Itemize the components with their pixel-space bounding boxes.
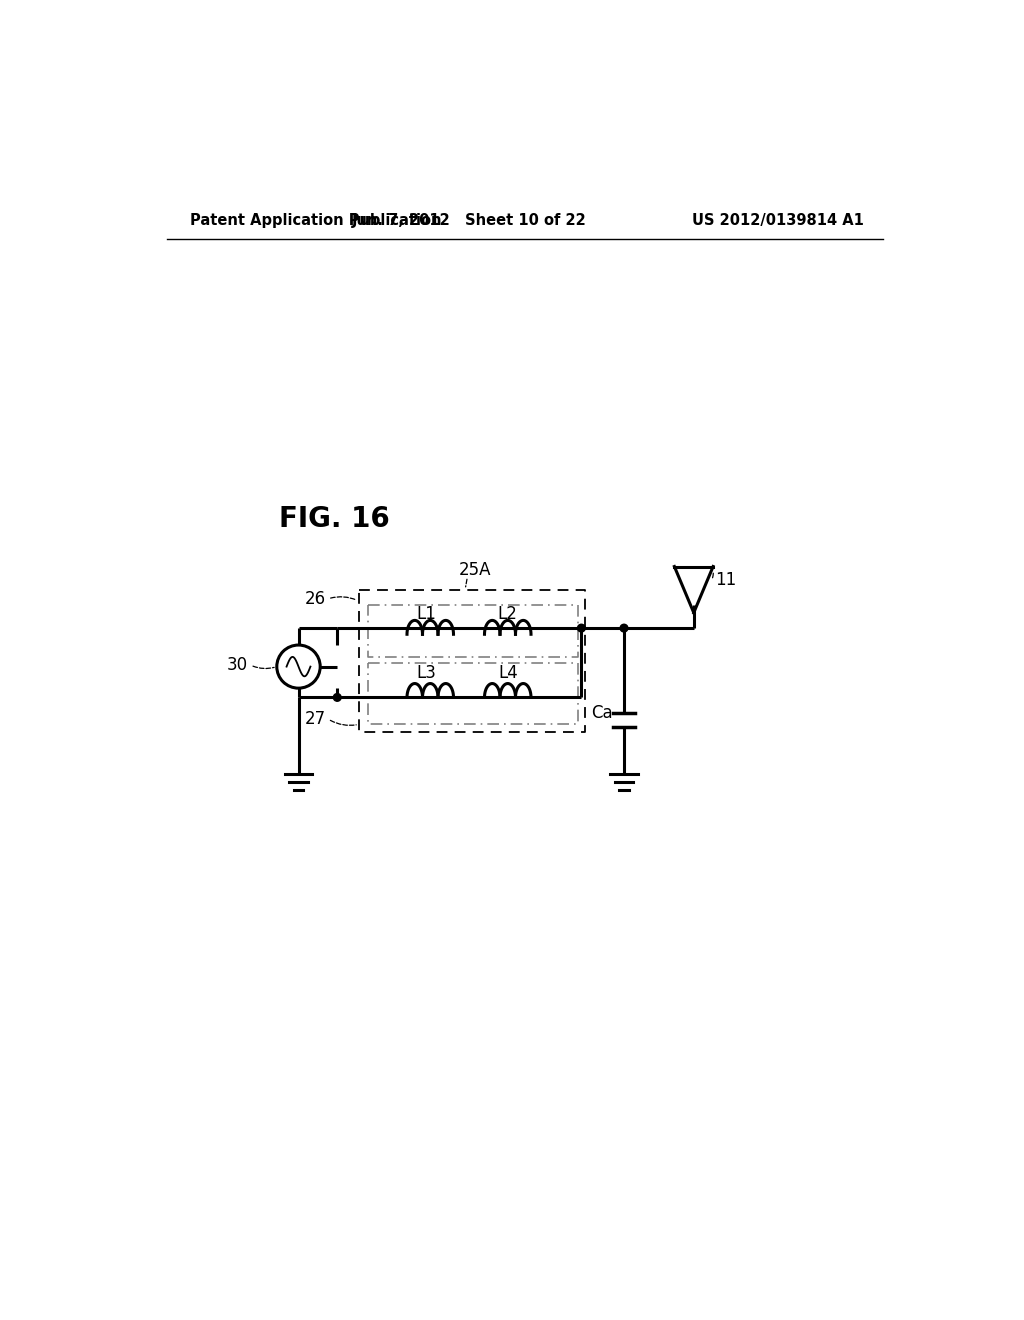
Text: L3: L3: [417, 664, 436, 681]
Text: FIG. 16: FIG. 16: [280, 504, 390, 533]
Text: L2: L2: [498, 606, 518, 623]
Text: Jun. 7, 2012   Sheet 10 of 22: Jun. 7, 2012 Sheet 10 of 22: [351, 213, 587, 227]
Text: 27: 27: [304, 710, 326, 727]
Text: 30: 30: [227, 656, 248, 675]
Circle shape: [621, 624, 628, 632]
Text: US 2012/0139814 A1: US 2012/0139814 A1: [692, 213, 864, 227]
Text: 11: 11: [716, 572, 736, 589]
Text: L4: L4: [498, 664, 517, 681]
Circle shape: [334, 693, 341, 701]
Text: 26: 26: [304, 590, 326, 607]
Circle shape: [578, 624, 586, 632]
Text: Ca: Ca: [591, 704, 612, 722]
Text: L1: L1: [417, 606, 436, 623]
Text: Patent Application Publication: Patent Application Publication: [190, 213, 441, 227]
Text: 25A: 25A: [459, 561, 492, 579]
